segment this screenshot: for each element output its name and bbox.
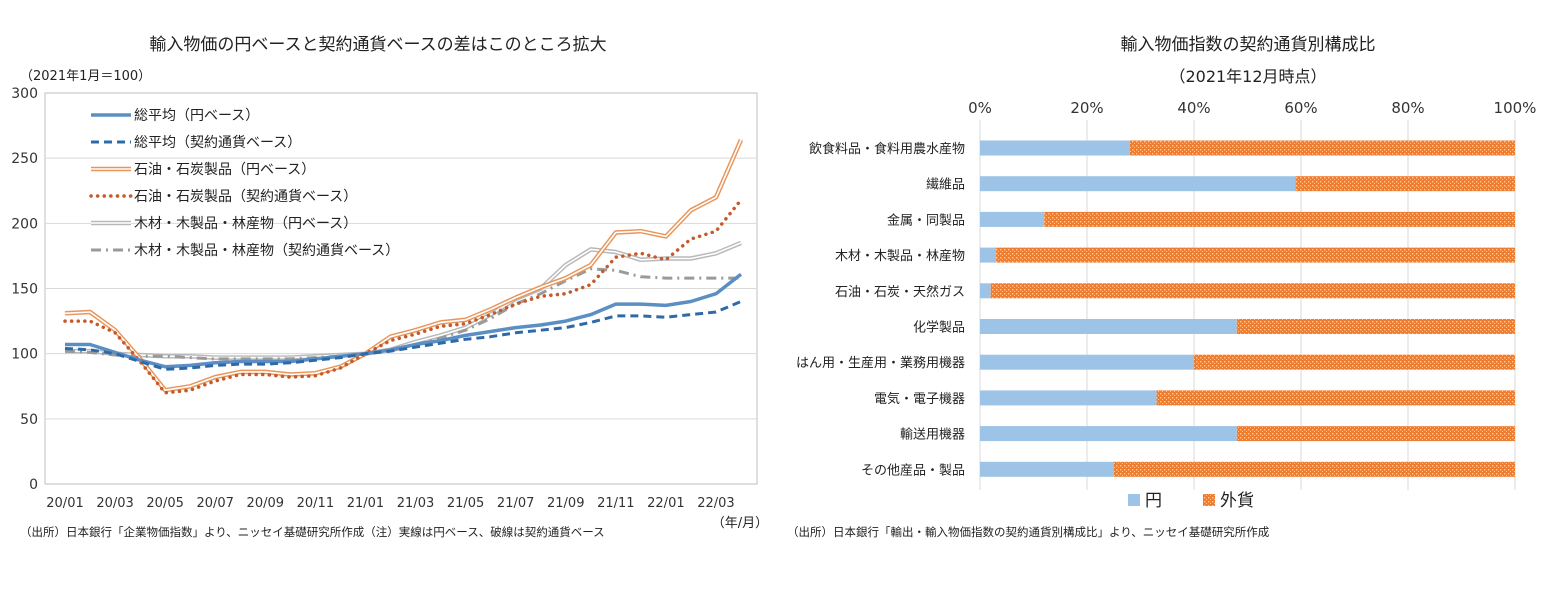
x-tick-label: 22/01 [647, 496, 684, 511]
category-label: その他産品・製品 [861, 462, 965, 478]
x-tick-label: 21/11 [597, 496, 634, 511]
legend-label: 総平均（契約通貨ベース） [134, 134, 301, 151]
series-line-0 [65, 272, 743, 369]
category-label: 輸送用機器 [900, 428, 965, 443]
x-tick-label: 0% [968, 99, 992, 117]
bar-foreign [990, 283, 1515, 299]
bar-row: はん用・生産用・業務用機器 [796, 354, 1515, 371]
bar-yen [980, 319, 1237, 334]
bar-foreign [1236, 426, 1515, 442]
bar-yen [980, 211, 1045, 227]
x-tick-label: 20/03 [96, 496, 133, 511]
bar-chart-panel: 輸入物価指数の契約通貨別構成比 （2021年12月時点） 0% 20% 40% 60%… [775, 0, 1555, 591]
bar-foreign [1156, 390, 1515, 406]
category-label: 金属・同製品 [887, 212, 965, 228]
y-tick-label: 50 [20, 412, 38, 428]
category-label: 繊維品 [926, 177, 965, 193]
line-chart-unit-note: （2021年1月＝100） [20, 69, 151, 84]
x-tick-label: 21/09 [547, 496, 584, 511]
x-tick-label: 80% [1391, 99, 1424, 117]
bar-chart-title: 輸入物価指数の契約通貨別構成比 [1121, 35, 1376, 55]
y-tick-label: 100 [11, 347, 38, 363]
bar-row: 石油・石炭・天然ガス [835, 283, 1515, 300]
y-tick-label: 250 [11, 151, 38, 167]
bar-foreign [1295, 176, 1515, 192]
series-line-2-inner [64, 139, 742, 392]
bar-row: 輸送用機器 [900, 426, 1515, 443]
bar-row: 金属・同製品 [887, 211, 1515, 228]
x-tick-label: 20/07 [196, 496, 233, 511]
y-tick-label: 200 [11, 216, 38, 232]
bar-chart-subtitle: （2021年12月時点） [1169, 67, 1326, 86]
bar-row: 飲食料品・食料用農水産物 [809, 140, 1515, 157]
bar-foreign [1113, 461, 1515, 477]
category-label: 電気・電子機器 [874, 391, 965, 407]
y-tick-label: 300 [11, 86, 38, 102]
line-chart: 輸入物価の円ベースと契約通貨ベースの差はこのところ拡大 （2021年1月＝100… [11, 35, 768, 539]
bar-row: 化学製品 [913, 319, 1515, 336]
bar-foreign [1236, 319, 1515, 334]
legend-swatch-yen [1128, 494, 1140, 506]
legend-swatch-foreign [1203, 494, 1215, 506]
bar-foreign [1194, 354, 1515, 370]
bar-foreign [1129, 140, 1515, 156]
legend-label: 木材・木製品・林産物（円ベース） [134, 216, 357, 232]
y-tick-label: 150 [11, 282, 38, 298]
x-tick-label: 60% [1284, 99, 1317, 117]
y-tick-label: 0 [29, 477, 38, 493]
bar-yen [980, 247, 997, 263]
series-line-1 [64, 300, 742, 371]
legend-label: 木材・木製品・林産物（契約通貨ベース） [134, 242, 399, 259]
x-tick-label: 21/03 [397, 496, 434, 511]
bar-yen [980, 176, 1296, 192]
x-tick-label: 21/01 [347, 496, 384, 511]
line-chart-title: 輸入物価の円ベースと契約通貨ベースの差はこのところ拡大 [149, 35, 606, 55]
legend-label: 総平均（円ベース） [134, 108, 259, 124]
bar-chart-source: （出所）日本銀行「輸出・輸入物価指数の契約通貨別構成比」より、ニッセイ基礎研究所… [787, 525, 1270, 539]
bar-chart: 輸入物価指数の契約通貨別構成比 （2021年12月時点） 0% 20% 40% 60%… [787, 35, 1537, 539]
bar-row: 電気・電子機器 [874, 390, 1515, 407]
legend-label-yen: 円 [1145, 491, 1162, 511]
legend-label: 石油・石炭製品（円ベース） [134, 162, 315, 178]
line-chart-x-unit: （年/月） [712, 516, 768, 531]
bar-yen [980, 461, 1114, 477]
bar-row: 繊維品 [926, 176, 1515, 193]
bar-yen [980, 426, 1237, 442]
bar-yen [980, 283, 991, 299]
x-tick-label: 20/11 [297, 496, 334, 511]
category-label: はん用・生産用・業務用機器 [796, 355, 965, 371]
x-tick-label: 21/05 [447, 496, 484, 511]
x-tick-label: 22/03 [697, 496, 734, 511]
bar-row: その他産品・製品 [861, 461, 1515, 478]
category-label: 化学製品 [913, 320, 965, 336]
category-label: 木材・木製品・林産物 [835, 248, 965, 264]
bar-foreign [996, 247, 1515, 263]
bar-yen [980, 390, 1157, 406]
line-chart-panel: 輸入物価の円ベースと契約通貨ベースの差はこのところ拡大 （2021年1月＝100… [0, 0, 775, 591]
bar-yen [980, 140, 1130, 156]
x-tick-label: 20% [1070, 99, 1103, 117]
category-label: 飲食料品・食料用農水産物 [809, 141, 965, 157]
x-tick-label: 20/09 [247, 496, 284, 511]
x-tick-label: 20/05 [146, 496, 183, 511]
series-line-3 [63, 198, 743, 395]
bar-foreign [1044, 211, 1515, 227]
x-tick-label: 100% [1494, 99, 1537, 117]
legend-label: 石油・石炭製品（契約通貨ベース） [134, 188, 357, 205]
bar-yen [980, 354, 1194, 370]
x-tick-label: 20/01 [46, 496, 83, 511]
line-chart-source: （出所）日本銀行「企業物価指数」より、ニッセイ基礎研究所作成（注）実線は円ベース… [20, 525, 605, 539]
category-label: 石油・石炭・天然ガス [835, 284, 965, 300]
legend-label-foreign: 外貨 [1220, 491, 1254, 511]
x-tick-label: 40% [1177, 99, 1210, 117]
x-tick-label: 21/07 [497, 496, 534, 511]
bar-row: 木材・木製品・林産物 [835, 247, 1515, 264]
